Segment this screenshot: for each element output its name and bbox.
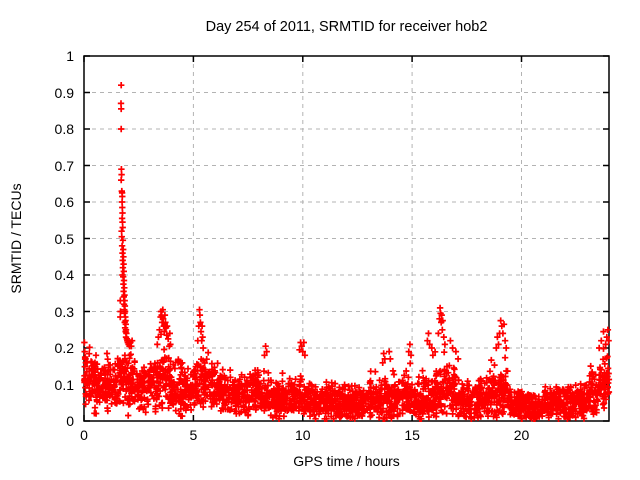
y-tick-label: 0.7 (54, 157, 74, 174)
y-axis-label: SRMTID / TECUs (8, 183, 24, 294)
x-tick-label: 0 (80, 427, 88, 443)
y-tick-label: 0.2 (54, 340, 74, 356)
x-tick-label: 20 (513, 427, 530, 443)
plot-frame (83, 55, 610, 422)
y-tick-label: 1 (66, 48, 74, 64)
y-tick-label: 0.4 (54, 267, 74, 283)
y-tick-label: 0.6 (54, 194, 74, 210)
x-tick-label: 15 (404, 427, 420, 443)
scatter-points (81, 82, 613, 422)
y-tick-label: 0.8 (54, 121, 74, 137)
y-tick-label: 0.9 (54, 84, 74, 101)
x-tick-label: 5 (189, 427, 198, 443)
y-tick-label: 0 (66, 413, 74, 429)
chart-title: Day 254 of 2011, SRMTID for receiver hob… (205, 19, 488, 35)
x-tick-label: 10 (294, 427, 311, 443)
grid-lines (84, 56, 609, 421)
y-tick-label: 0.3 (54, 303, 74, 320)
y-tick-label: 0.5 (54, 230, 74, 247)
y-tick-label: 0.1 (54, 376, 74, 393)
x-axis-label: GPS time / hours (293, 453, 400, 469)
